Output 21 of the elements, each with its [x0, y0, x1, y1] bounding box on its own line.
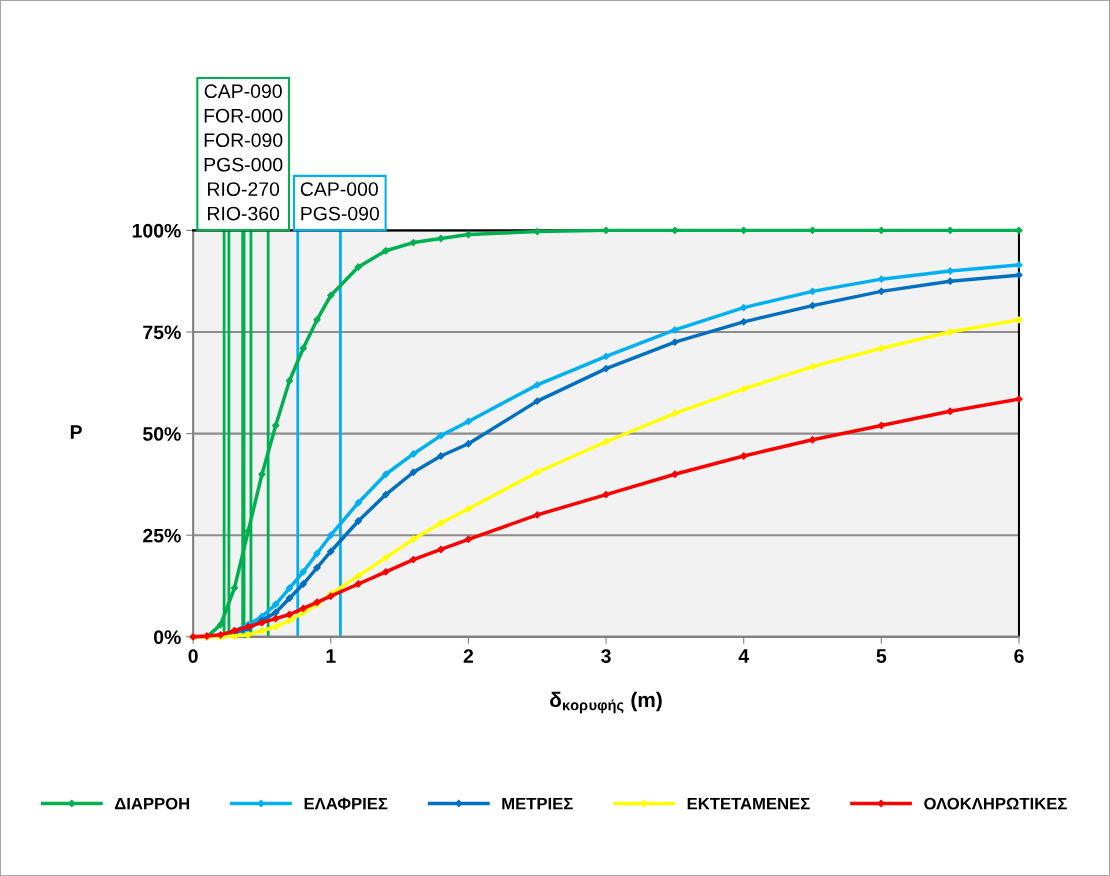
- legend-label: ΟΛΟΚΛΗΡΩΤΙΚΕΣ: [924, 797, 1067, 810]
- x-tick-label: 3: [601, 649, 611, 663]
- x-tick-label: 4: [738, 649, 749, 663]
- legend-label: ΜΕΤΡΙΕΣ: [502, 797, 573, 810]
- x-tick-label: 2: [463, 649, 474, 663]
- y-tick-label: 100%: [132, 223, 181, 238]
- legend-label: ΕΚΤΕΤΑΜΕΝΕΣ: [687, 797, 810, 810]
- text: CAP-000 PGS-090: [300, 182, 380, 221]
- y-axis-title: P: [70, 425, 82, 439]
- x-tick-label: 1: [326, 649, 336, 663]
- legend-label: ΔΙΑΡΡΟΗ: [114, 797, 190, 810]
- legend-label: ΕΛΑΦΡΙΕΣ: [304, 797, 388, 810]
- x-axis-title: δ$_{κορυφής}$ (m): [550, 691, 662, 714]
- x-tick-label: 6: [1014, 649, 1024, 663]
- x-tick-label: 5: [876, 649, 887, 663]
- y-tick-label: 0%: [154, 630, 181, 645]
- text: CAP-090 FOR-000 FOR-090 PGS-000 RIO-270 RIO-360: [204, 84, 283, 221]
- y-tick-label: 25%: [143, 528, 181, 543]
- y-tick-label: 50%: [143, 427, 181, 441]
- y-tick-label: 75%: [143, 325, 181, 340]
- x-tick-label: 0: [188, 649, 198, 663]
